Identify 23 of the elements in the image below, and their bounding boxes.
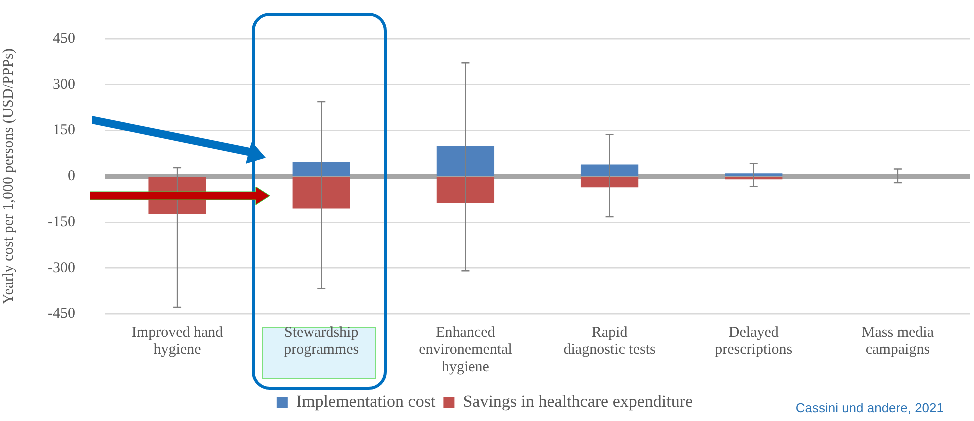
y-tick-label: -150	[48, 214, 76, 230]
bar	[292, 162, 350, 176]
text: Cassini und andere, 2021	[796, 400, 944, 416]
legend-label: Implementation cost	[296, 392, 436, 411]
bar	[580, 177, 639, 188]
x-tick-label: Improved hand hygiene	[132, 324, 224, 358]
x-tick-label: Delayed prescriptions	[715, 324, 793, 358]
bar	[436, 177, 495, 204]
bar	[580, 164, 639, 176]
y-axis-title: Yearly cost per 1,000 persons (USD/PPPs)	[0, 48, 17, 305]
bar	[436, 146, 495, 176]
x-tick-label: Enhanced environemental hygiene	[419, 324, 512, 376]
x-tick-label: Stewardship programmes	[284, 324, 360, 358]
y-tick-label: -450	[48, 306, 76, 322]
y-tick-label: -300	[48, 260, 76, 276]
y-tick-label: 150	[52, 122, 76, 139]
bar	[292, 177, 350, 209]
x-tick-label: Mass media campaigns	[862, 324, 934, 358]
y-tick-label: 450	[52, 30, 76, 47]
y-tick-label: 0	[68, 168, 76, 185]
legend-label: Savings in healthcare expenditure	[463, 392, 694, 411]
x-tick-label: Rapid diagnostic tests	[564, 324, 656, 358]
y-tick-label: 300	[52, 76, 76, 93]
